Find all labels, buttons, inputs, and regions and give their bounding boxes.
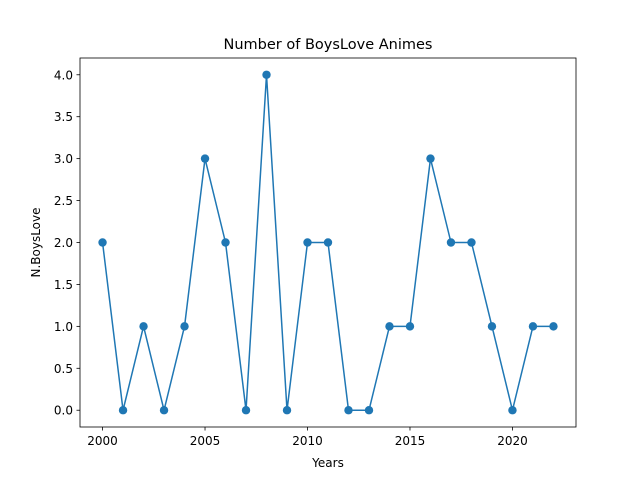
data-point bbox=[446, 238, 456, 247]
y-tick-label: 3.0 bbox=[54, 152, 73, 166]
y-tick-label: 2.5 bbox=[54, 194, 73, 208]
x-tick-label: 2005 bbox=[190, 434, 221, 448]
data-point bbox=[98, 238, 107, 247]
data-point bbox=[344, 406, 353, 415]
y-tick-label: 0.0 bbox=[54, 404, 73, 418]
data-point bbox=[508, 406, 517, 415]
data-point bbox=[221, 238, 230, 247]
x-axis: 2000 2005 2010 2015 2020 bbox=[87, 427, 528, 448]
data-point bbox=[159, 406, 169, 415]
chart-title: Number of BoysLove Animes bbox=[224, 37, 433, 53]
x-tick-label: 2015 bbox=[395, 434, 426, 448]
x-tick-label: 2020 bbox=[497, 434, 528, 448]
y-tick-label: 1.5 bbox=[54, 278, 73, 292]
data-point bbox=[426, 154, 435, 163]
data-point bbox=[118, 406, 128, 415]
plot-area bbox=[98, 70, 558, 415]
data-point bbox=[528, 322, 538, 331]
x-tick-label: 2010 bbox=[292, 434, 323, 448]
y-tick-label: 3.5 bbox=[54, 110, 73, 124]
data-point bbox=[467, 238, 476, 247]
data-point bbox=[487, 322, 497, 331]
data-point bbox=[262, 70, 271, 79]
y-tick-label: 4.0 bbox=[54, 68, 73, 82]
x-axis-label: Years bbox=[311, 456, 344, 470]
data-point bbox=[364, 406, 374, 415]
data-point bbox=[180, 322, 189, 331]
y-axis-label: N.BoysLove bbox=[29, 207, 43, 277]
data-point bbox=[405, 322, 415, 331]
data-point bbox=[241, 406, 251, 415]
y-tick-label: 2.0 bbox=[54, 236, 73, 250]
data-point bbox=[323, 238, 333, 247]
y-axis: 0.0 0.5 1.0 1.5 2.0 2.5 3.0 3.5 4.0 bbox=[54, 68, 80, 418]
x-tick-label: 2000 bbox=[87, 434, 118, 448]
data-point bbox=[139, 322, 148, 331]
data-point bbox=[200, 154, 210, 163]
y-tick-label: 1.0 bbox=[54, 320, 73, 334]
data-point bbox=[385, 322, 394, 331]
data-point bbox=[303, 238, 312, 247]
data-point bbox=[282, 406, 292, 415]
data-point bbox=[549, 322, 558, 331]
y-tick-label: 0.5 bbox=[54, 362, 73, 376]
